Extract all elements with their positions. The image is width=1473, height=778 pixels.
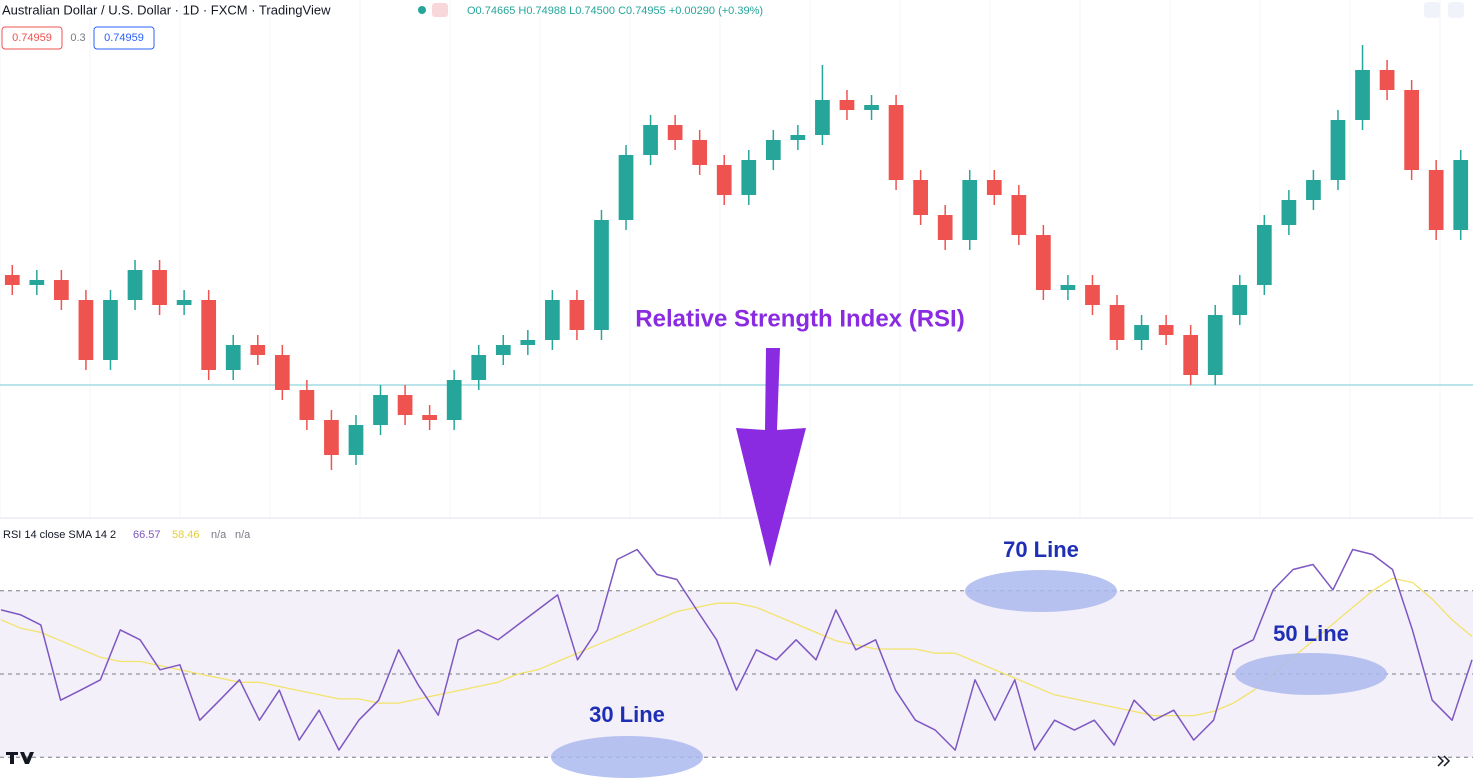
candle-body [716, 165, 732, 195]
candle-body [1183, 335, 1199, 375]
candle-body [29, 280, 45, 285]
candle-body [152, 270, 167, 305]
candle-body [667, 125, 683, 140]
alert-icon[interactable] [432, 3, 448, 17]
candle-body [1011, 195, 1027, 235]
candle-body [520, 340, 536, 345]
candle-body [1207, 315, 1223, 375]
candle-body [4, 275, 20, 285]
toolbar-button[interactable] [1448, 2, 1464, 18]
candle-body [274, 355, 290, 390]
candle-body [1330, 120, 1346, 180]
candle-body [397, 395, 413, 415]
candle-body [937, 215, 953, 240]
candle-body [54, 280, 69, 300]
candle-body [103, 300, 118, 360]
candle-body [643, 125, 658, 155]
level-label: 50 Line [1273, 621, 1349, 646]
level-label: 70 Line [1003, 537, 1079, 562]
candle-body [1404, 90, 1419, 170]
candle-body [864, 105, 879, 110]
candle-body [1453, 160, 1469, 230]
level-label: 30 Line [589, 702, 665, 727]
candle-body [618, 155, 634, 220]
level-highlight [551, 736, 703, 778]
candle-body [545, 300, 560, 340]
buy-button[interactable] [93, 26, 155, 50]
back-layer [0, 0, 1473, 758]
na-value: n/a [235, 529, 251, 541]
candle-body [1306, 180, 1321, 200]
candle-body [1232, 285, 1248, 315]
candle-body [127, 270, 143, 300]
candle-body [741, 160, 757, 195]
logo[interactable] [6, 752, 34, 764]
spread: 0.3 [70, 32, 85, 44]
level-highlight [965, 570, 1117, 612]
toolbar-button[interactable] [1424, 2, 1440, 18]
scroll-button[interactable] [1437, 755, 1451, 767]
candle-body [765, 140, 781, 160]
candle-body [839, 100, 855, 110]
candle-body [471, 355, 487, 380]
status-dot [418, 6, 426, 14]
annotation-arrow [736, 348, 806, 567]
candle-body [1355, 70, 1370, 120]
candle-body [176, 300, 192, 305]
ohlc-values: O0.74665 H0.74988 L0.74500 C0.74955 +0.0… [467, 5, 763, 17]
symbol-title: Australian Dollar / U.S. Dollar · 1D · F… [2, 2, 331, 17]
candle-body [913, 180, 928, 215]
candle-body [250, 345, 266, 355]
annotation-title: Relative Strength Index (RSI) [635, 305, 964, 332]
candle-body [299, 390, 315, 420]
candle-body [1256, 225, 1272, 285]
candle-body [78, 300, 94, 360]
sma-line [0, 577, 1473, 717]
rsi-title: RSI 14 close SMA 14 2 [3, 529, 116, 541]
candle-body [1281, 200, 1297, 225]
buy-price[interactable]: 0.74959 [104, 32, 144, 44]
candle-body [495, 345, 511, 355]
candle-body [1036, 235, 1051, 290]
candle-body [1060, 285, 1076, 290]
sell-button[interactable] [1, 26, 63, 50]
rsi-line [0, 548, 1473, 751]
candle-body [225, 345, 241, 370]
candle-body [815, 100, 830, 135]
candle-body [1085, 285, 1100, 305]
candle-body [594, 220, 609, 330]
candle-body [1158, 325, 1174, 335]
candle-body [986, 180, 1002, 195]
candle-body [569, 300, 585, 330]
candle-body [348, 425, 364, 455]
na-value: n/a [211, 529, 227, 541]
marks-layer [0, 45, 1473, 751]
candle-body [1379, 70, 1395, 90]
candle-body [201, 300, 217, 370]
candle-body [790, 135, 806, 140]
candle-body [373, 395, 388, 425]
level-highlight [1235, 653, 1387, 695]
candle-body [324, 420, 339, 455]
candle-body [1134, 325, 1149, 340]
level-annotations: 70 Line 50 Line 30 Line [551, 537, 1387, 778]
candle-body [422, 415, 437, 420]
candle-body [888, 105, 904, 180]
candle-body [1109, 305, 1125, 340]
candle-body [962, 180, 978, 240]
candle-body [446, 380, 462, 420]
rsi-value: 66.57 [133, 529, 161, 541]
sma-value: 58.46 [172, 529, 200, 541]
candle-body [692, 140, 708, 165]
sell-price[interactable]: 0.74959 [12, 32, 52, 44]
candle-body [1428, 170, 1444, 230]
